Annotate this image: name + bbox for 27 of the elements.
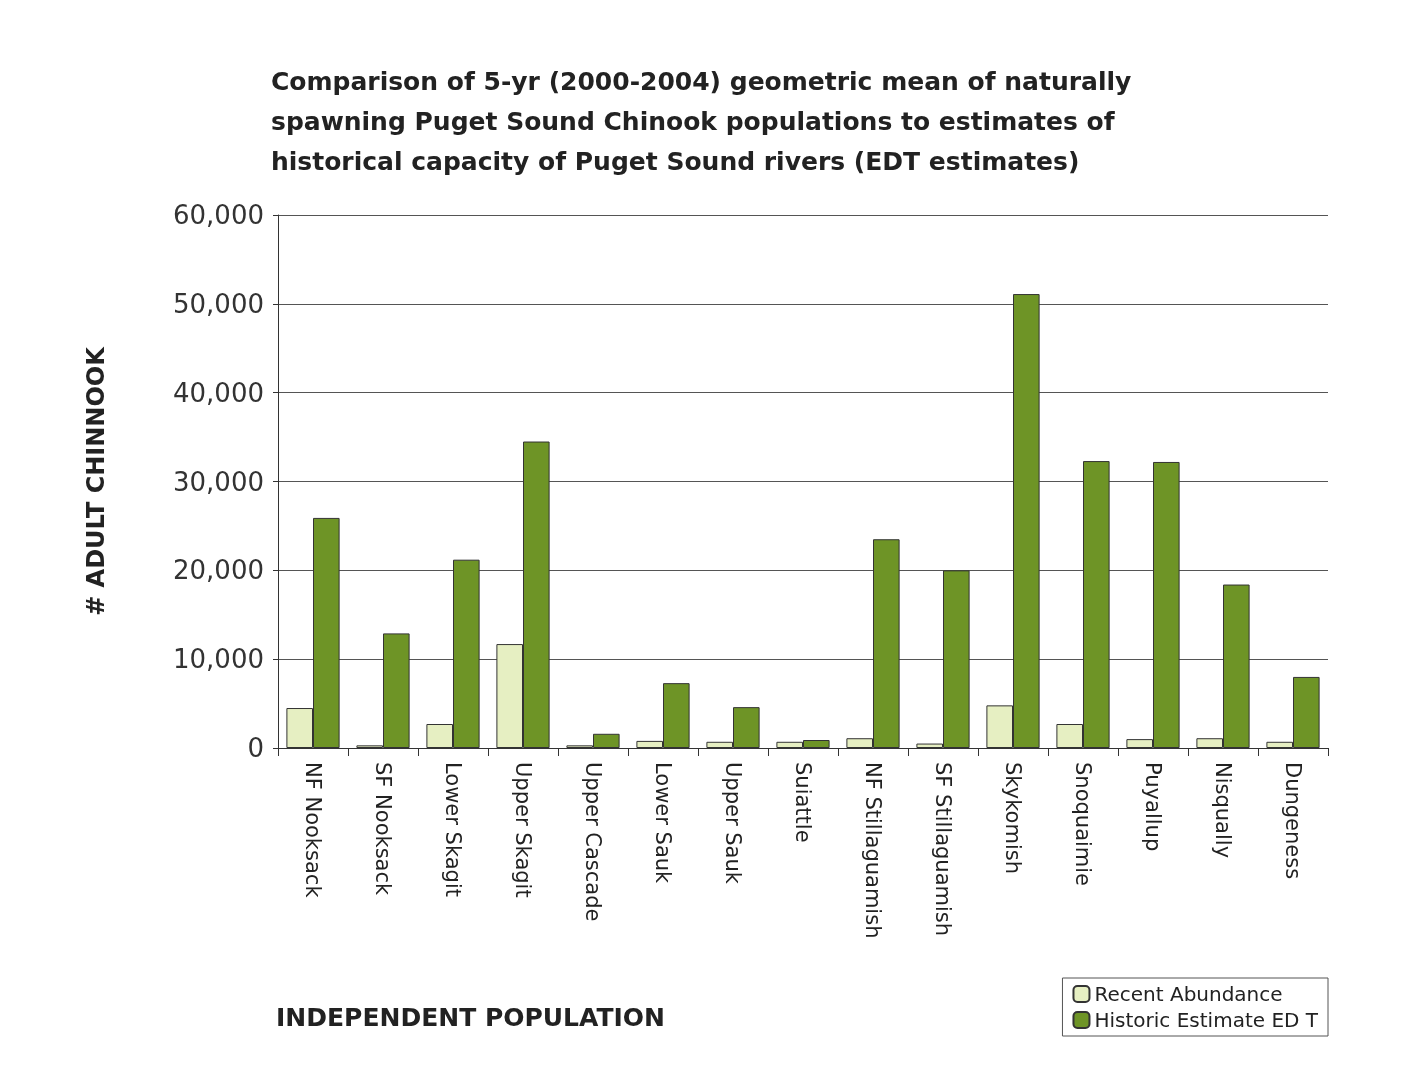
x-tick-label: Suiattle bbox=[791, 762, 815, 843]
x-tick-label: Upper Cascade bbox=[581, 762, 605, 922]
x-axis-title: INDEPENDENT POPULATION bbox=[276, 1003, 665, 1032]
y-tick-label: 40,000 bbox=[173, 377, 264, 408]
y-tick-label: 20,000 bbox=[173, 555, 264, 586]
y-tick-label: 0 bbox=[247, 733, 264, 763]
y-tick-label: 50,000 bbox=[173, 288, 264, 319]
y-axis-title: # ADULT CHINNOOK bbox=[82, 345, 110, 616]
legend-label: Recent Abundance bbox=[1094, 982, 1283, 1006]
x-tick-label: Puyallup bbox=[1141, 762, 1165, 852]
x-tick-label: SF Stillaguamish bbox=[931, 762, 955, 937]
legend-label: Historic Estimate ED T bbox=[1094, 1008, 1319, 1032]
x-tick-label: Lower Sauk bbox=[651, 762, 675, 885]
x-tick-label: Upper Sauk bbox=[721, 762, 745, 885]
x-tick-label: Nisqually bbox=[1211, 762, 1235, 859]
x-tick-label: SF Nooksack bbox=[371, 762, 395, 897]
chart-title: Comparison of 5-yr (2000-2004) geometric mean of naturally spawning Puget Sound Chinook populations to estimates of historical capacity of Puget Sound rivers (EDT estimates) bbox=[271, 66, 1132, 176]
x-tick-label: Dungeness bbox=[1281, 762, 1305, 880]
y-tick-label: 10,000 bbox=[173, 644, 264, 675]
x-tick-label: Upper Skagit bbox=[511, 762, 535, 898]
y-tick-label: 30,000 bbox=[173, 466, 264, 497]
x-tick-label: Snoquaimie bbox=[1071, 762, 1095, 887]
x-tick-label: Skykomish bbox=[1001, 762, 1025, 874]
x-tick-label: Lower Skagit bbox=[441, 762, 465, 897]
x-tick-label: NF Stillaguamish bbox=[861, 762, 885, 939]
x-tick-label: NF Nooksack bbox=[301, 762, 325, 899]
y-tick-label: 60,000 bbox=[173, 200, 264, 230]
